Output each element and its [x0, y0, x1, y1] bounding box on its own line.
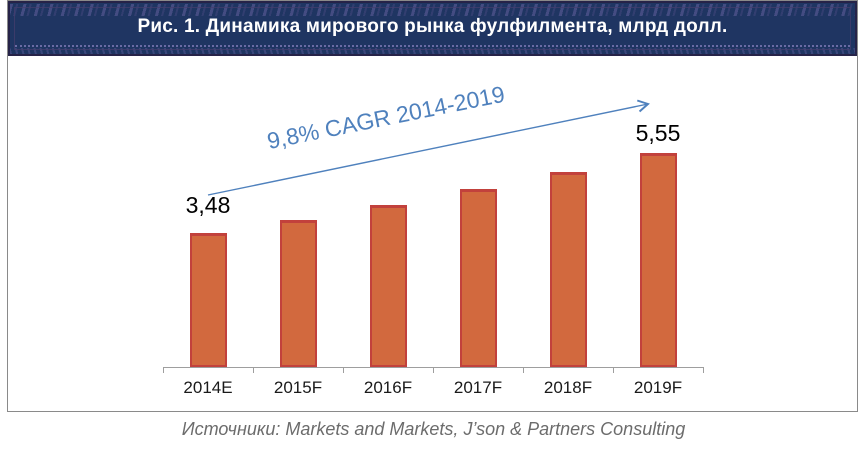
figure-title-banner: Рис. 1. Динамика мирового рынка фулфилме…: [8, 1, 857, 56]
figure-title: Рис. 1. Динамика мирового рынка фулфилме…: [137, 15, 728, 37]
bar-chart-plot: 9,8% CAGR 2014-2019 3,48 5,55 2014E 2015F…: [8, 56, 857, 411]
category-label-2017F: 2017F: [453, 378, 503, 397]
bar-2014E: [189, 233, 227, 367]
value-label-2014: 3,48: [185, 192, 231, 218]
bar-2015F: [279, 220, 317, 367]
category-label-2018F: 2018F: [543, 378, 593, 397]
axis-tick: [343, 367, 344, 373]
category-label-2016F: 2016F: [363, 378, 413, 397]
axis-tick: [613, 367, 614, 373]
cagr-trend-arrow: [207, 99, 650, 196]
chart-frame: Рис. 1. Динамика мирового рынка фулфилме…: [7, 0, 858, 412]
category-label-2015F: 2015F: [273, 378, 323, 397]
bar-2018F: [549, 172, 587, 367]
category-label-2014E: 2014E: [183, 378, 233, 397]
bar-2017F: [459, 189, 497, 367]
axis-tick: [163, 367, 164, 373]
category-label-2019F: 2019F: [633, 378, 683, 397]
axis-tick: [253, 367, 254, 373]
value-label-2019: 5,55: [635, 120, 681, 146]
sources-caption: Источники: Markets and Markets, J’son & …: [181, 419, 686, 439]
axis-tick: [523, 367, 524, 373]
axis-tick: [433, 367, 434, 373]
bar-2019F: [639, 153, 677, 367]
axis-tick: [703, 367, 704, 373]
bar-2016F: [369, 205, 407, 367]
